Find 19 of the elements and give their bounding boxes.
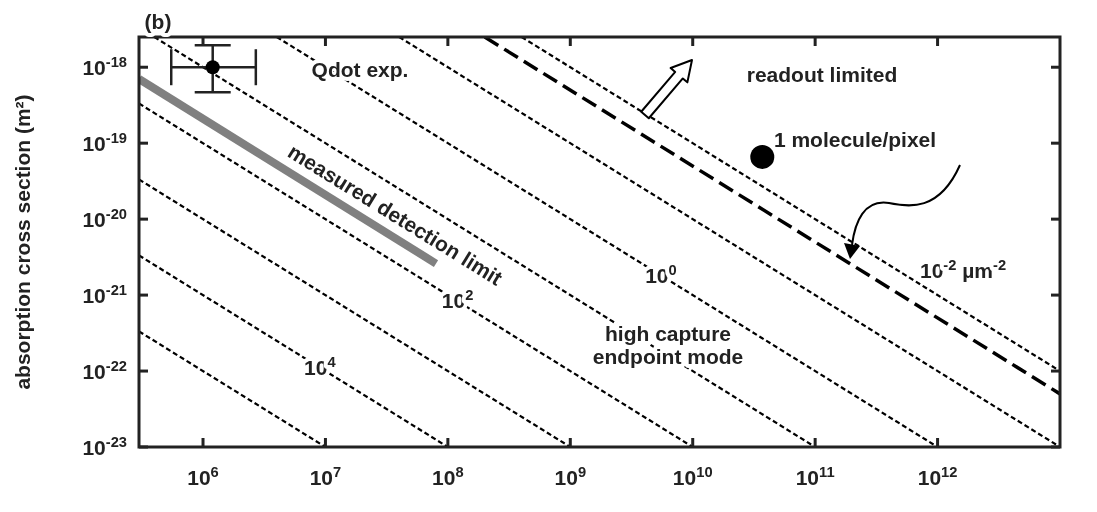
y-axis-title: absorption cross section (m²) (11, 94, 34, 390)
y-tick-label: 10$^{-23}$ (82, 434, 127, 459)
annotation: readout limited (746, 63, 898, 86)
annotation: 10$^{-2}$ µm$^{-2}$ (919, 257, 1007, 282)
y-tick-label: 10$^{-18}$ (82, 54, 127, 80)
x-tick-label: 10$^{8}$ (432, 464, 464, 489)
annotation: 10$^{0}$ (645, 261, 677, 287)
y-tick-label: 10$^{-19}$ (82, 130, 127, 156)
annotation: 1 molecule/pixel (773, 128, 937, 151)
y-tick-label: 10$^{-22}$ (82, 358, 127, 384)
x-tick-label: 10$^{12}$ (917, 464, 958, 489)
y-tick-label: 10$^{-21}$ (82, 282, 127, 308)
x-tick-label: 10$^{11}$ (795, 464, 835, 489)
x-tick-label: 10$^{10}$ (672, 464, 713, 489)
x-tick-label: 10$^{7}$ (309, 464, 342, 489)
y-tick-label: 10$^{-20}$ (82, 206, 127, 232)
text: (b) (144, 10, 172, 33)
x-tick-label: 10$^{6}$ (187, 464, 219, 489)
x-tick-label: 10$^{9}$ (554, 464, 587, 489)
